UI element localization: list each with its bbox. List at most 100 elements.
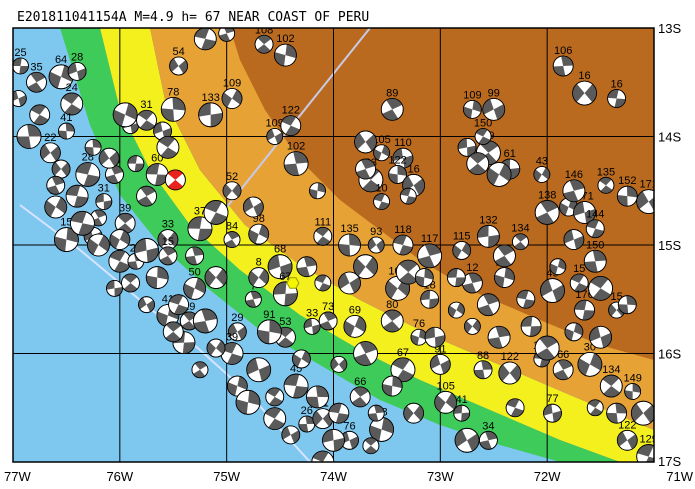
- mechanism-outline: [452, 241, 472, 260]
- focal-mechanism: [193, 28, 217, 51]
- compressional-quadrant: [315, 227, 329, 237]
- compressional-quadrant: [330, 357, 339, 371]
- depth-label: 102: [287, 141, 305, 153]
- mechanism-outline: [573, 201, 596, 224]
- compressional-quadrant: [498, 364, 510, 382]
- mechanism-outline: [540, 278, 565, 303]
- compressional-quadrant: [626, 186, 638, 198]
- focal-mechanism: [51, 159, 71, 179]
- focal-mechanism: [227, 322, 247, 342]
- focal-mechanism: [607, 89, 627, 108]
- focal-mechanism: [65, 184, 89, 208]
- compressional-quadrant: [461, 412, 470, 422]
- focal-mechanism: [160, 96, 186, 122]
- longitude-labels: 77W 76W 75W 74W 73W 72W 71W: [4, 469, 694, 484]
- focal-mechanism: [353, 341, 378, 366]
- compressional-quadrant: [117, 213, 134, 224]
- depth-label: 31: [140, 99, 152, 111]
- compressional-quadrant: [495, 326, 510, 338]
- compressional-quadrant: [285, 44, 297, 59]
- compressional-quadrant: [487, 167, 500, 186]
- compressional-quadrant: [192, 246, 204, 256]
- compressional-quadrant: [614, 98, 626, 108]
- focal-mechanism: [482, 97, 506, 121]
- compressional-quadrant: [584, 84, 597, 103]
- focal-mechanism: [187, 216, 213, 242]
- compressional-quadrant: [13, 90, 19, 102]
- depth-label: 28: [71, 51, 83, 63]
- compressional-quadrant: [114, 261, 131, 273]
- compressional-quadrant: [109, 250, 126, 262]
- compressional-quadrant: [483, 293, 499, 305]
- focal-mechanism: [263, 407, 287, 431]
- focal-mechanism: [512, 233, 529, 251]
- compressional-quadrant: [312, 451, 329, 462]
- depth-label: 134: [511, 223, 529, 235]
- focal-mechanism: [244, 290, 262, 308]
- mechanism-outline: [463, 317, 481, 335]
- mechanism-outline: [349, 386, 371, 408]
- compressional-quadrant: [382, 383, 393, 397]
- compressional-quadrant: [305, 416, 315, 425]
- compressional-quadrant: [30, 72, 46, 83]
- depth-label: 134: [602, 364, 620, 376]
- compressional-quadrant: [607, 89, 619, 99]
- compressional-quadrant: [602, 375, 620, 387]
- mechanism-outline: [586, 399, 604, 417]
- mechanism-outline: [274, 43, 297, 67]
- compressional-quadrant: [592, 250, 607, 262]
- compressional-quadrant: [493, 104, 505, 120]
- compressional-quadrant: [402, 175, 414, 193]
- focal-mechanism: [106, 279, 123, 297]
- compressional-quadrant: [382, 109, 399, 121]
- depth-label: 78: [167, 86, 179, 98]
- focal-mechanism: [498, 361, 522, 385]
- mechanism-outline: [414, 268, 434, 287]
- mechanism-outline: [168, 294, 189, 316]
- depth-label: 144: [586, 209, 604, 221]
- compressional-quadrant: [167, 231, 178, 247]
- compressional-quadrant: [368, 413, 379, 422]
- compressional-quadrant: [109, 234, 120, 249]
- depth-label: 105: [436, 380, 454, 392]
- depth-label: 150: [474, 118, 492, 130]
- compressional-quadrant: [268, 418, 285, 430]
- mechanism-outline: [242, 196, 264, 218]
- mechanism-outline: [121, 273, 140, 293]
- focal-mechanism: [354, 130, 377, 154]
- mechanism-outline: [256, 319, 282, 345]
- mechanism-outline: [248, 223, 270, 245]
- compressional-quadrant: [643, 404, 654, 424]
- focal-mechanism: [362, 437, 380, 455]
- compressional-quadrant: [536, 348, 555, 361]
- compressional-quadrant: [354, 132, 366, 150]
- focal-mechanism: [192, 308, 218, 334]
- compressional-quadrant: [559, 202, 569, 216]
- mechanism-outline: [353, 254, 378, 280]
- depth-label: 111: [314, 216, 331, 228]
- compressional-quadrant: [44, 200, 56, 217]
- compressional-quadrant: [365, 134, 377, 152]
- focal-mechanism: [453, 404, 471, 422]
- compressional-quadrant: [590, 276, 609, 289]
- mechanism-outline: [318, 311, 338, 331]
- mechanism-outline: [549, 258, 567, 276]
- compressional-quadrant: [603, 386, 621, 398]
- depth-label: 122: [388, 154, 406, 166]
- mechanism-outline: [265, 387, 285, 407]
- depth-label: 33: [162, 219, 174, 231]
- focal-mechanism: [429, 353, 451, 375]
- focal-mechanism: [60, 92, 84, 116]
- compressional-quadrant: [30, 104, 46, 115]
- focal-mechanism: [246, 357, 272, 383]
- mechanism-outline: [512, 233, 529, 251]
- compressional-quadrant: [354, 316, 366, 333]
- focal-mechanism: [108, 249, 132, 273]
- mechanism-outline: [564, 322, 584, 342]
- compressional-quadrant: [338, 272, 350, 289]
- mechanism-outline: [296, 256, 318, 278]
- compressional-quadrant: [293, 151, 309, 164]
- focal-mechanism: [588, 275, 613, 301]
- depth-label: 109: [266, 118, 284, 130]
- focal-mechanism: [338, 271, 361, 295]
